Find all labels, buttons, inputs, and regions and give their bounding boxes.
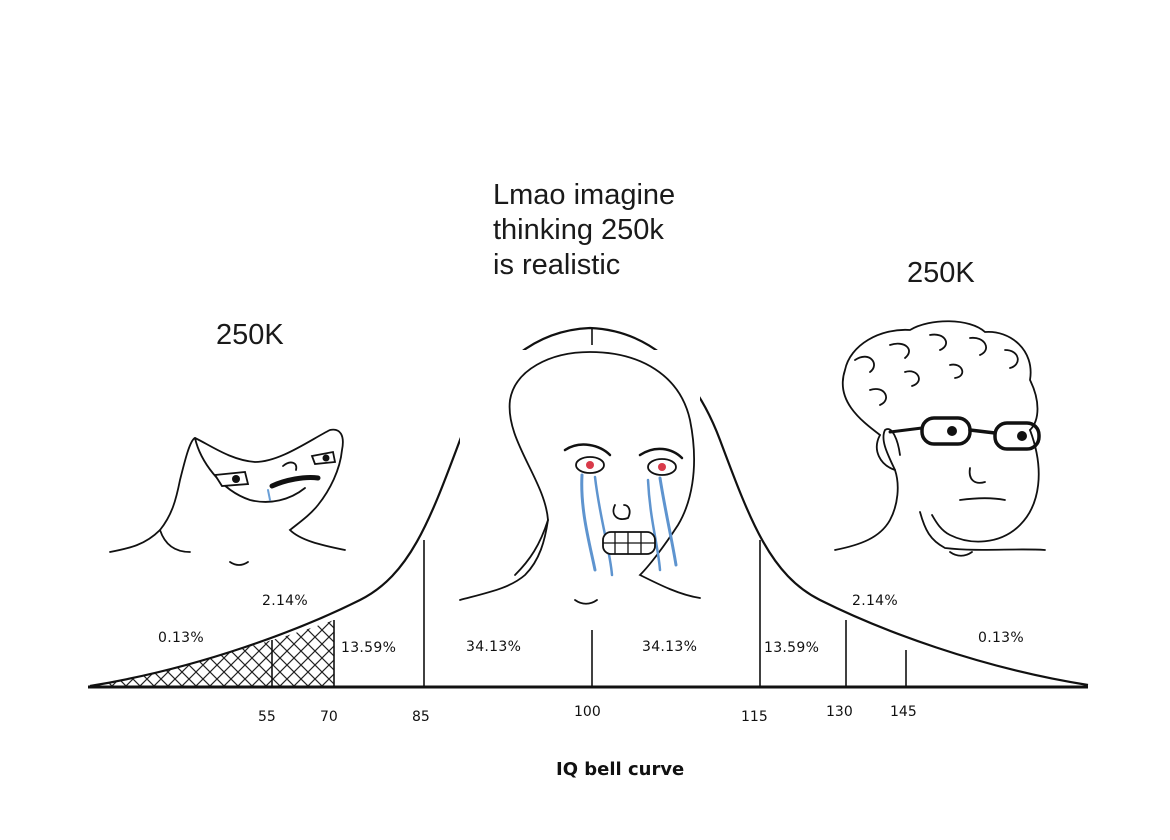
middle-wojak-face — [459, 350, 701, 625]
bell-curve-line — [89, 326, 1089, 688]
percentage-labels: 0.13% 2.14% 13.59% 34.13% 34.13% 13.59% … — [158, 593, 1024, 656]
pct-label: 13.59% — [341, 640, 396, 656]
pct-label: 13.59% — [764, 640, 819, 656]
pct-label: 34.13% — [466, 639, 521, 655]
middle-caption-line: thinking 250k — [493, 214, 664, 246]
right-wojak-face — [834, 320, 1046, 557]
left-tail-hatch — [95, 620, 334, 687]
section-dividers — [271, 328, 907, 687]
tick-label: 70 — [320, 709, 338, 725]
tick-label: 55 — [258, 709, 276, 725]
tick-label: 145 — [890, 704, 917, 720]
tick-label: 85 — [412, 709, 430, 725]
left-wojak-face — [109, 428, 350, 566]
right-caption: 250K — [907, 257, 975, 289]
pct-label: 34.13% — [642, 639, 697, 655]
pct-label: 2.14% — [852, 593, 898, 609]
middle-caption-line: Lmao imagine — [493, 179, 676, 211]
tick-label: 115 — [741, 709, 768, 725]
pct-label: 0.13% — [978, 630, 1024, 646]
pct-label: 2.14% — [262, 593, 308, 609]
left-caption: 250K — [216, 319, 284, 351]
middle-caption: Lmao imagine thinking 250k is realistic — [493, 178, 675, 283]
pct-label: 0.13% — [158, 630, 204, 646]
tick-labels: 55 70 85 100 115 130 145 — [258, 704, 917, 725]
axis-title: IQ bell curve — [556, 759, 684, 780]
middle-caption-line: is realistic — [493, 249, 621, 281]
tick-label: 130 — [826, 704, 853, 720]
tick-label: 100 — [574, 704, 601, 720]
